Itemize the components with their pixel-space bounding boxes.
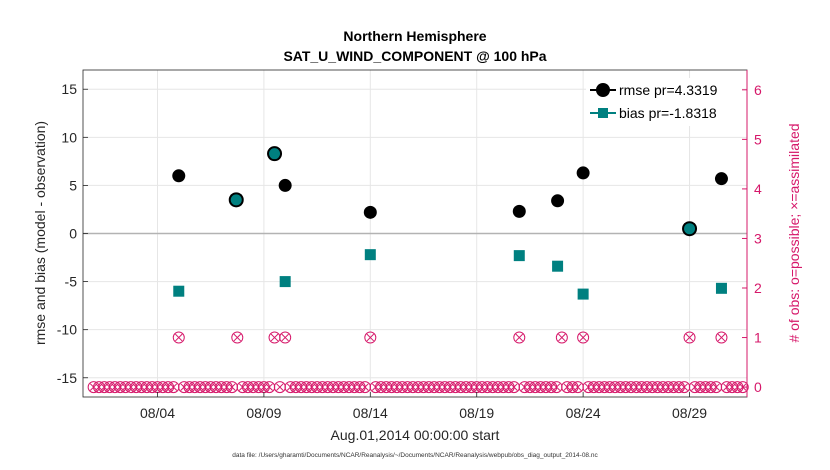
y-right-tick-label: 2: [754, 280, 762, 296]
obs-possible-marker: [736, 381, 749, 394]
bias-point: [715, 282, 727, 294]
y-right-tick-label: 1: [754, 330, 762, 346]
obs-assimilated-marker: [685, 333, 694, 342]
obs-count-layer: [87, 331, 749, 394]
rmse-point: [278, 178, 292, 192]
obs-assimilated-marker: [552, 383, 561, 391]
data-file-footer: data file: /Users/gharamti/Documents/NCA…: [232, 452, 598, 459]
y-tick-label: 15: [61, 81, 77, 97]
y-right-tick-label: 4: [754, 181, 762, 197]
rmse-point: [172, 169, 186, 183]
obs-assimilated-marker: [717, 333, 726, 342]
y-axis-label: rmse and bias (model - observation): [32, 121, 48, 345]
obs-possible-marker: [231, 331, 244, 344]
obs-assimilated-marker: [169, 383, 178, 391]
y-tick-label: -15: [57, 370, 77, 386]
bias-point: [279, 276, 291, 288]
obs-possible-marker: [555, 331, 568, 344]
bias-point: [552, 260, 564, 272]
bias-point: [173, 285, 185, 297]
obs-assimilated-marker: [680, 383, 688, 391]
legend: rmse pr=4.3319 bias pr=-1.8318: [586, 78, 742, 126]
rmse-point: [714, 172, 728, 186]
y-tick-label: -10: [57, 322, 77, 338]
y-right-tick-label: 3: [754, 230, 762, 246]
obs-possible-marker: [279, 331, 292, 344]
y-tick-label: 10: [61, 129, 77, 145]
y-right-tick-label: 6: [754, 82, 762, 98]
y-right-tick-label: 5: [754, 131, 762, 147]
obs-possible-marker: [715, 331, 728, 344]
legend-rmse-label: rmse pr=4.3319: [619, 82, 718, 98]
series-layer: [172, 146, 728, 300]
obs-possible-marker: [172, 331, 185, 344]
bias-point: [577, 288, 589, 300]
rmse-point: [512, 204, 526, 218]
obs-assimilated-marker: [175, 333, 183, 342]
chart-subtitle: SAT_U_WIND_COMPONENT @ 100 hPa: [283, 48, 546, 64]
y-tick-label: 0: [69, 226, 77, 242]
obs-assimilated-marker: [233, 333, 242, 342]
rmse-point: [682, 221, 698, 237]
right-axis: 0 1 2 3 4 5 6: [742, 82, 762, 395]
obs-possible-marker: [513, 331, 526, 344]
y-tick-label: -5: [65, 274, 78, 290]
y-right-tick-label: 0: [754, 379, 762, 395]
x-axis-label: Aug.01,2014 00:00:00 start: [331, 427, 500, 443]
obs-assimilated-marker: [361, 383, 369, 391]
bias-point: [364, 249, 376, 261]
rmse-point: [363, 205, 377, 219]
legend-rmse-marker: [596, 83, 610, 97]
x-tick-label: 08/29: [672, 405, 707, 421]
obs-possible-marker: [364, 331, 377, 344]
obs-assimilated-marker: [228, 383, 236, 391]
x-tick-label: 08/24: [566, 405, 601, 421]
obs-assimilated-marker: [712, 383, 720, 391]
obs-assimilated-marker: [515, 333, 524, 342]
obs-possible-marker: [683, 331, 696, 344]
bias-point: [513, 250, 525, 262]
legend-bias-label: bias pr=-1.8318: [619, 105, 717, 121]
left-axis: -15 -10 -5 0 5 10 15: [57, 81, 88, 386]
obs-assimilated-marker: [265, 383, 273, 391]
y-axis-label-right: # of obs: o=possible; ×=assimilated: [786, 123, 802, 342]
obs-assimilated-marker: [510, 383, 518, 391]
obs-assimilated-marker: [270, 333, 279, 342]
obs-assimilated-marker: [276, 383, 284, 391]
chart-title: Northern Hemisphere: [343, 28, 486, 44]
bottom-axis: 08/04 08/09 08/14 08/19 08/24 08/29: [140, 392, 707, 421]
x-tick-label: 08/04: [140, 405, 175, 421]
chart-title-group: Northern Hemisphere SAT_U_WIND_COMPONENT…: [283, 28, 546, 64]
rmse-point: [228, 192, 244, 208]
obs-assimilated-marker: [366, 333, 375, 342]
rmse-point: [267, 146, 283, 162]
x-tick-label: 08/09: [246, 405, 281, 421]
obs-assimilated-marker: [579, 333, 587, 342]
rmse-point: [551, 194, 565, 208]
x-tick-label: 08/14: [353, 405, 388, 421]
x-tick-label: 08/19: [459, 405, 494, 421]
obs-possible-marker: [577, 331, 590, 344]
y-tick-label: 5: [69, 177, 77, 193]
obs-assimilated-marker: [558, 333, 566, 342]
legend-box: [586, 78, 742, 126]
obs-assimilated-marker: [574, 383, 582, 391]
rmse-point: [576, 166, 590, 180]
obs-assimilated-marker: [281, 333, 289, 342]
legend-bias-marker: [598, 108, 608, 118]
